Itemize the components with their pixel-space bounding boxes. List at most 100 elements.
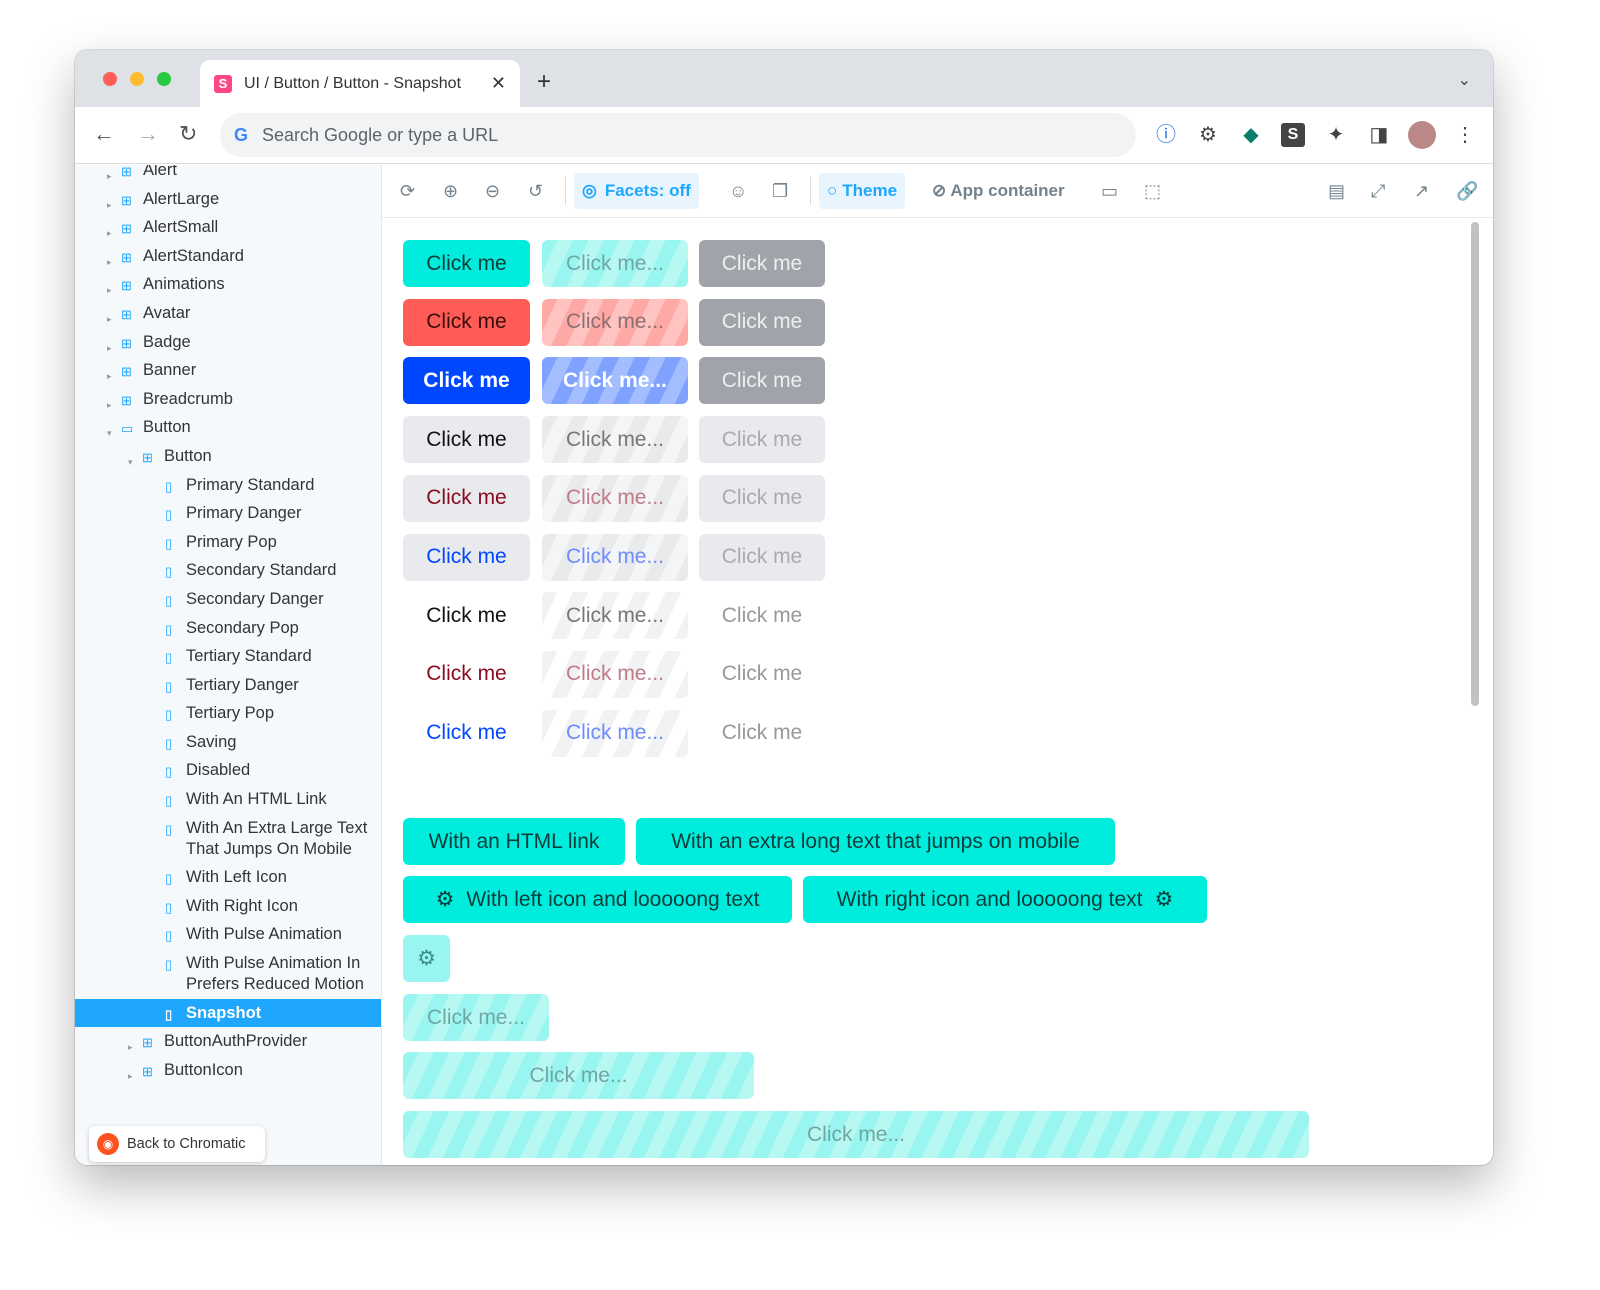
sidebar-item[interactable]: ▯ Tertiary Pop [75,699,381,728]
sidebar-item[interactable]: ▸ ⊞ AlertLarge [75,185,381,214]
tertiary-danger-button-saving[interactable]: Click me... [542,650,688,698]
sidebar-item[interactable]: ▯ Primary Standard [75,471,381,500]
tertiary-pop-button-saving[interactable]: Click me... [542,709,688,757]
password-manager-icon[interactable]: ⓘ [1156,124,1176,146]
sidebar-item[interactable]: ▯ Tertiary Danger [75,671,381,700]
primary-pop-button-default[interactable]: Click me [403,357,530,405]
sidebar-item[interactable]: ▸ ⊞ Alert [75,165,381,185]
close-tab-icon[interactable]: ✕ [490,73,506,93]
fullscreen-icon[interactable]: ⤢ [1371,181,1386,201]
right-icon-button[interactable]: With right icon and looooong text ⚙ [803,876,1207,923]
html-link-button[interactable]: With an HTML link [403,818,625,865]
sidebar-item[interactable]: ▸ ⊞ Badge [75,328,381,357]
zoom-in-icon[interactable]: ⊕ [443,181,459,201]
browser-tab[interactable]: S UI / Button / Button - Snapshot ✕ [200,60,520,107]
secondary-standard-button-saving[interactable]: Click me... [542,416,688,464]
sidebar-item[interactable]: ▯ Primary Pop [75,528,381,557]
saving-button-full[interactable]: Click me... [403,1111,1309,1158]
tertiary-pop-button-default[interactable]: Click me [403,710,530,757]
reload-icon[interactable]: ↻ [179,121,198,146]
sidebar-item[interactable]: ▾ ▭ Button [75,413,381,442]
s-extension-icon[interactable]: S [1281,123,1305,147]
chevron-right-icon[interactable]: ▸ [128,1042,133,1053]
remount-icon[interactable]: ⟳ [400,181,416,201]
accessibility-icon[interactable]: ☺ [729,181,748,201]
sidebar-item[interactable]: ▯ With An Extra Large Text That Jumps On … [75,814,381,864]
secondary-pop-button-disabled[interactable]: Click me [699,533,825,581]
chevron-right-icon[interactable]: ▸ [107,171,112,181]
chevron-right-icon[interactable]: ▸ [107,399,112,410]
canvas-scrollbar[interactable] [1471,222,1479,706]
viewport-icon[interactable]: ⬚ [1144,181,1162,201]
diamond-extension-icon[interactable]: ◆ [1243,124,1259,146]
sidebar-item[interactable]: ▸ ⊞ Avatar [75,299,381,328]
sidebar-item[interactable]: ▯ With Right Icon [75,892,381,921]
chevron-down-icon[interactable]: ▾ [107,428,112,439]
open-new-tab-icon[interactable]: ↗ [1414,181,1430,201]
sidebar-item[interactable]: ▸ ⊞ ButtonAuthProvider [75,1027,381,1056]
chevron-right-icon[interactable]: ▸ [107,313,112,324]
primary-standard-button-saving[interactable]: Click me... [542,240,688,287]
sidebar-item[interactable]: ▸ ⊞ ButtonIcon [75,1056,381,1085]
sidebar-item[interactable]: ▸ ⊞ AlertSmall [75,213,381,242]
close-window-button[interactable] [103,72,117,86]
chevron-right-icon[interactable]: ▸ [107,228,112,239]
sidebar-item[interactable]: ▯ With Pulse Animation In Prefers Reduced… [75,949,381,999]
sidebar-item[interactable]: ▯ Saving [75,728,381,757]
app-container-button[interactable]: ⊘ App container [932,181,1065,201]
addons-panel-icon[interactable]: ▤ [1328,181,1346,201]
sidebar-item[interactable]: ▯ With Pulse Animation [75,920,381,949]
sidebar-item[interactable]: ▸ ⊞ Breadcrumb [75,385,381,414]
side-panel-icon[interactable]: ◨ [1369,124,1389,146]
secondary-danger-button-default[interactable]: Click me [403,474,530,522]
sidebar-item[interactable]: ▯ Snapshot [75,998,381,1028]
zoom-reset-icon[interactable]: ↺ [528,181,544,201]
icon-only-button[interactable]: ⚙ [403,935,450,982]
settings-extension-icon[interactable]: ⚙ [1199,124,1217,146]
sidebar-item[interactable]: ▯ Disabled [75,756,381,785]
tertiary-standard-button-default[interactable]: Click me [403,592,530,639]
sidebar-item[interactable]: ▸ ⊞ Banner [75,356,381,385]
theme-button[interactable]: ○ Theme [819,173,906,209]
tertiary-danger-button-disabled[interactable]: Click me [699,651,825,698]
secondary-standard-button-default[interactable]: Click me [403,416,530,464]
facets-button[interactable]: ◎ Facets: off [574,173,699,209]
left-icon-button[interactable]: ⚙ With left icon and looooong text [403,876,792,923]
tertiary-standard-button-disabled[interactable]: Click me [699,592,825,639]
sidebar-item[interactable]: ▯ With Left Icon [75,863,381,892]
secondary-danger-button-saving[interactable]: Click me... [542,474,688,522]
maximize-window-button[interactable] [157,72,171,86]
sidebar-item[interactable]: ▾ ⊞ Button [75,442,381,471]
secondary-pop-button-saving[interactable]: Click me... [542,533,688,581]
primary-standard-button-default[interactable]: Click me [403,240,530,287]
primary-danger-button-default[interactable]: Click me [403,298,530,346]
long-text-button[interactable]: With an extra long text that jumps on mo… [636,818,1115,865]
sidebar-item[interactable]: ▯ Primary Danger [75,499,381,528]
sidebar-item[interactable]: ▯ Tertiary Standard [75,642,381,671]
chevron-right-icon[interactable]: ▸ [107,199,112,210]
saving-button-medium[interactable]: Click me... [403,1052,754,1099]
sidebar-item[interactable]: ▯ Secondary Standard [75,556,381,585]
chevron-right-icon[interactable]: ▸ [107,256,112,267]
primary-danger-button-disabled[interactable]: Click me [699,298,825,346]
minimize-window-button[interactable] [130,72,144,86]
profile-avatar[interactable] [1408,121,1436,149]
saving-button-small[interactable]: Click me... [403,994,549,1041]
back-to-chromatic-button[interactable]: ◉ Back to Chromatic [89,1126,265,1162]
secondary-standard-button-disabled[interactable]: Click me [699,416,825,464]
tertiary-danger-button-default[interactable]: Click me [403,651,530,698]
measure-icon[interactable]: ▭ [1101,181,1119,201]
back-icon[interactable]: ← [93,121,115,146]
zoom-out-icon[interactable]: ⊖ [485,181,501,201]
primary-pop-button-disabled[interactable]: Click me [699,357,825,405]
sidebar-item[interactable]: ▯ With An HTML Link [75,785,381,814]
sidebar-item[interactable]: ▸ ⊞ AlertStandard [75,242,381,271]
address-input[interactable]: G Search Google or type a URL [220,113,1136,157]
extensions-puzzle-icon[interactable]: ✦ [1327,124,1345,146]
primary-pop-button-saving[interactable]: Click me... [542,357,688,405]
chevron-right-icon[interactable]: ▸ [107,285,112,296]
copy-link-icon[interactable]: 🔗 [1456,181,1479,201]
chevron-right-icon[interactable]: ▸ [128,1070,133,1081]
outline-icon[interactable]: ❐ [772,181,789,201]
forward-icon[interactable]: → [137,121,159,146]
